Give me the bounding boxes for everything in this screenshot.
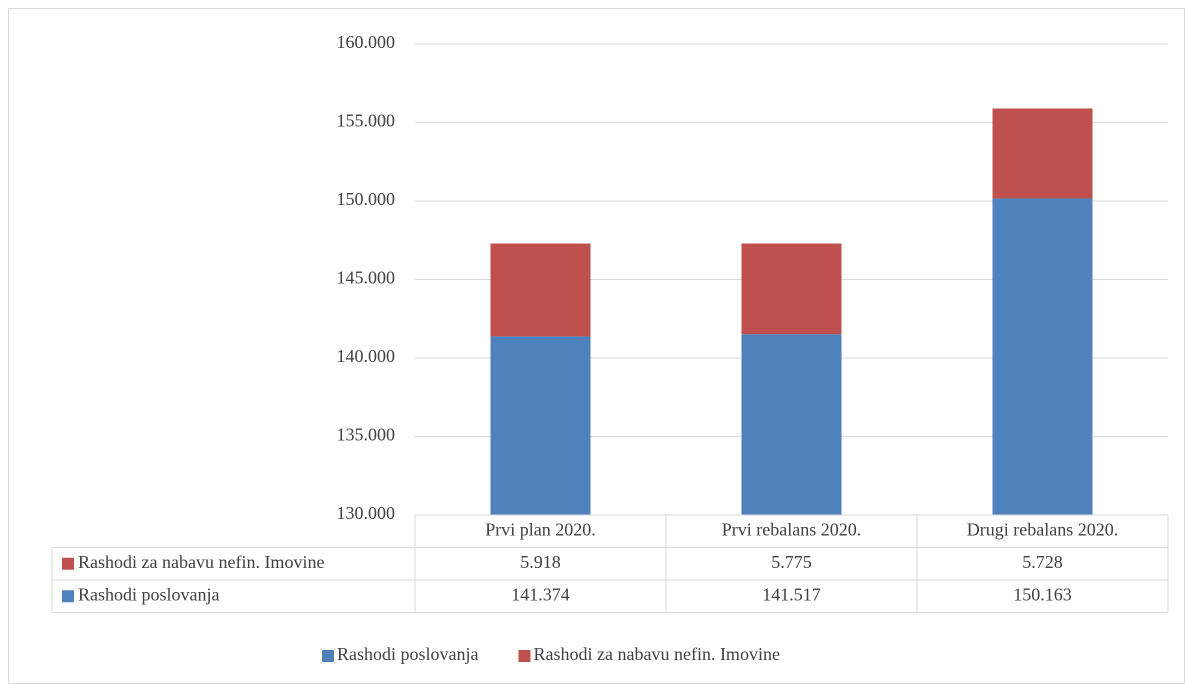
table-value: 5.775 bbox=[771, 552, 812, 572]
bar-segment bbox=[741, 243, 842, 335]
bar-segment bbox=[992, 198, 1093, 515]
y-tick-label: 130.000 bbox=[337, 503, 396, 523]
table-legend-key bbox=[62, 590, 74, 603]
legend-label: Rashodi poslovanja bbox=[337, 644, 479, 664]
x-tick-label: Prvi plan 2020. bbox=[485, 519, 596, 539]
table-value: 141.374 bbox=[511, 584, 570, 604]
legend-key bbox=[322, 650, 334, 662]
y-tick-label: 150.000 bbox=[337, 189, 396, 209]
table-value: 150.163 bbox=[1013, 584, 1072, 604]
y-tick-label: 160.000 bbox=[337, 32, 396, 52]
table-value: 5.918 bbox=[520, 552, 561, 572]
table-row-label: Rashodi poslovanja bbox=[78, 584, 220, 604]
y-tick-label: 155.000 bbox=[337, 111, 396, 131]
bar-segment bbox=[490, 336, 591, 515]
table-legend-key bbox=[62, 557, 74, 570]
y-tick-label: 135.000 bbox=[337, 425, 396, 445]
x-tick-label: Prvi rebalans 2020. bbox=[722, 519, 861, 539]
bar-segment bbox=[490, 243, 591, 337]
legend-key bbox=[518, 650, 531, 662]
y-tick-label: 145.000 bbox=[337, 268, 396, 288]
table-value: 5.728 bbox=[1022, 552, 1063, 572]
table-value: 141.517 bbox=[762, 584, 821, 604]
bar-segment bbox=[992, 108, 1093, 199]
legend-label: Rashodi za nabavu nefin. Imovine bbox=[534, 644, 780, 664]
y-tick-label: 140.000 bbox=[337, 346, 396, 366]
x-tick-label: Drugi rebalans 2020. bbox=[967, 519, 1118, 539]
bar-segment bbox=[741, 334, 842, 515]
table-row-label: Rashodi za nabavu nefin. Imovine bbox=[78, 552, 324, 572]
